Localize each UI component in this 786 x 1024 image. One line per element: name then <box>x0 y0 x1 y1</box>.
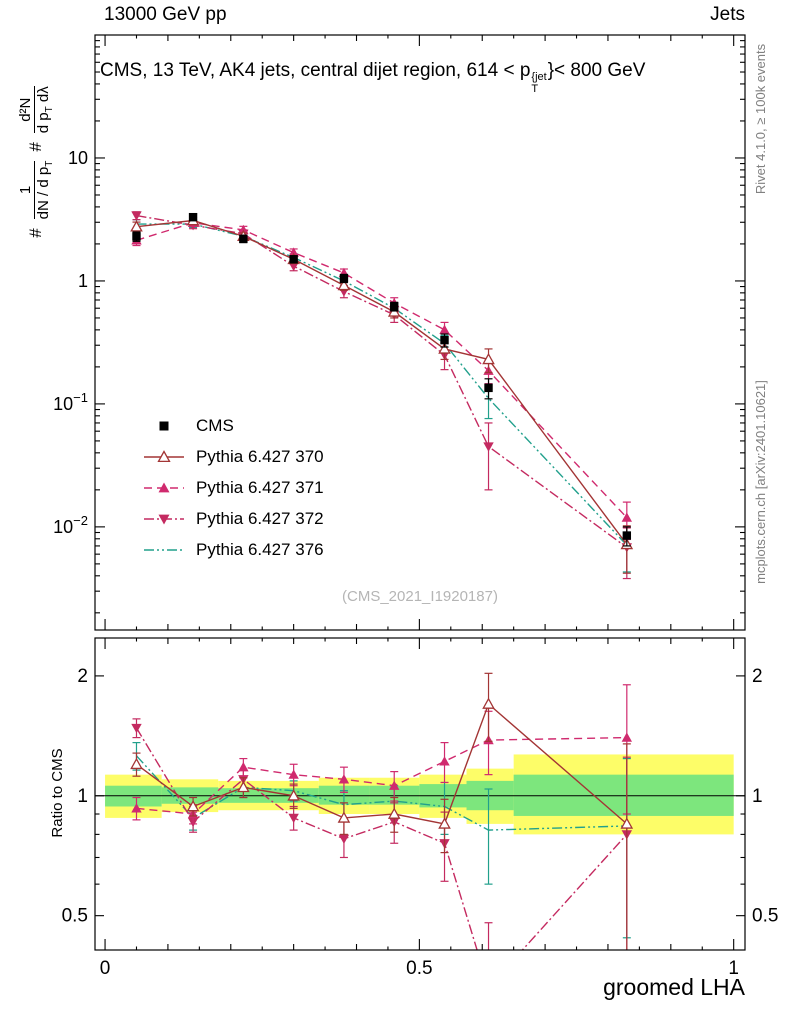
data-point-triangle-open <box>287 789 300 801</box>
legend-item: Pythia 6.427 372 <box>142 503 324 534</box>
analysis-group-label: Jets <box>710 4 745 25</box>
data-point-square <box>188 212 198 222</box>
data-point-triangle-up <box>238 224 249 235</box>
svg-text:10−2: 10−2 <box>53 513 88 537</box>
data-point-square <box>132 232 141 241</box>
legend-marker-icon <box>144 482 184 492</box>
rivet-version-note: Rivet 4.1.0, ≥ 100k events <box>753 43 768 195</box>
data-point-square <box>239 234 248 244</box>
plot-title: CMS, 13 TeV, AK4 jets, central dijet reg… <box>100 60 645 95</box>
data-point-triangle-up <box>158 482 170 492</box>
legend-marker-icon <box>144 449 184 462</box>
svg-text:1: 1 <box>78 271 88 291</box>
data-point-triangle-open <box>438 342 451 354</box>
data-point-triangle-open <box>337 278 351 291</box>
yaxis-fraction-2: d²N d pT dλ <box>16 86 56 134</box>
data-point-square <box>159 421 169 430</box>
data-point-triangle-up <box>621 512 633 522</box>
yaxis-fraction-1: 1 dN / d pT <box>16 160 56 220</box>
svg-text:2: 2 <box>77 666 88 687</box>
data-point-triangle-up <box>621 732 633 742</box>
legend-label: CMS <box>196 415 234 435</box>
data-point-triangle-open <box>387 807 401 819</box>
data-point-triangle-down <box>131 723 142 734</box>
data-point-triangle-open <box>186 799 200 812</box>
data-point-triangle-up <box>238 761 249 772</box>
x-axis-label: groomed LHA <box>603 974 745 1000</box>
data-point-triangle-up <box>439 756 450 766</box>
analysis-id-watermark: (CMS_2021_I1920187) <box>342 588 498 605</box>
data-point-triangle-down <box>131 211 142 221</box>
data-point-triangle-up <box>389 780 400 790</box>
data-point-triangle-up <box>338 774 350 784</box>
ratio-panel-frame <box>94 637 746 951</box>
data-point-triangle-down <box>483 983 493 992</box>
axis-tick-labels: 10 1 10−1 10−2 2 2 1 1 0.5 0.5 0 0.5 1 <box>53 148 778 979</box>
ratio-series <box>130 672 634 992</box>
legend-label: Pythia 6.427 371 <box>196 477 324 497</box>
data-point-triangle-up <box>288 769 299 779</box>
pt-superscript: {jet <box>531 71 547 83</box>
data-point-square <box>440 335 449 345</box>
ratio-y-axis-label: Ratio to CMS <box>49 748 66 838</box>
data-point-triangle-down <box>288 813 299 824</box>
pt-subscript: T <box>531 82 539 95</box>
data-point-triangle-open <box>157 449 171 462</box>
pt-jet-stack: {jet T <box>531 71 547 95</box>
legend: CMS Pythia 6.427 370 Pythia 6.427 371 Pythi… <box>142 410 324 565</box>
data-point-triangle-open <box>130 757 143 770</box>
main-panel-frame <box>94 34 746 631</box>
svg-text:1: 1 <box>77 786 88 807</box>
data-point-triangle-open <box>337 811 351 823</box>
svg-text:1: 1 <box>728 958 739 979</box>
main-y-axis-label: # 1 dN / d pT # d²N d pT dλ <box>14 27 58 297</box>
svg-text:0: 0 <box>100 958 111 979</box>
data-point-triangle-open <box>482 352 495 365</box>
svg-text:10−1: 10−1 <box>53 390 88 414</box>
hash-symbol: # <box>26 142 45 152</box>
data-point-triangle-down <box>338 834 350 844</box>
legend-item: Pythia 6.427 376 <box>142 534 324 565</box>
svg-text:2: 2 <box>752 666 763 687</box>
legend-marker-icon <box>144 514 184 524</box>
data-point-triangle-open <box>620 817 634 829</box>
data-point-triangle-open <box>130 220 143 232</box>
data-point-triangle-down <box>158 514 170 524</box>
svg-text:0.5: 0.5 <box>752 906 778 927</box>
legend-label: Pythia 6.427 370 <box>196 446 324 466</box>
legend-item: Pythia 6.427 371 <box>142 472 324 503</box>
data-point-square <box>339 274 349 283</box>
svg-text:0.5: 0.5 <box>62 906 88 927</box>
legend-marker-icon <box>159 421 169 430</box>
data-point-square <box>484 383 493 393</box>
main-series <box>130 211 634 580</box>
svg-text:1: 1 <box>752 786 763 807</box>
plot-title-text: CMS, 13 TeV, AK4 jets, central dijet reg… <box>100 60 531 81</box>
data-point-triangle-up <box>131 803 142 813</box>
data-point-triangle-up <box>439 324 450 335</box>
data-point-square <box>622 531 632 540</box>
data-point-square <box>390 302 399 311</box>
data-point-triangle-down <box>288 261 299 272</box>
data-point-triangle-down <box>483 442 494 452</box>
beam-energy-label: 13000 GeV pp <box>104 4 227 25</box>
plot-title-tail: }< 800 GeV <box>547 60 646 81</box>
svg-text:10: 10 <box>68 148 88 168</box>
legend-label: Pythia 6.427 372 <box>196 508 324 528</box>
data-point-triangle-open <box>237 780 250 793</box>
legend-item: CMS <box>142 410 324 441</box>
hash-symbol: # <box>26 228 45 238</box>
legend-label: Pythia 6.427 376 <box>196 539 324 559</box>
svg-text:0.5: 0.5 <box>406 958 432 979</box>
data-point-triangle-open <box>482 697 495 709</box>
legend-item: Pythia 6.427 370 <box>142 441 324 472</box>
axis-ticks <box>95 35 745 950</box>
data-point-square <box>289 255 298 264</box>
mcplots-reference-note: mcplots.cern.ch [arXiv:2401.10621] <box>753 380 768 584</box>
data-point-triangle-open <box>438 817 451 829</box>
data-point-triangle-up <box>288 247 299 257</box>
legend-marker-icon <box>144 548 184 551</box>
